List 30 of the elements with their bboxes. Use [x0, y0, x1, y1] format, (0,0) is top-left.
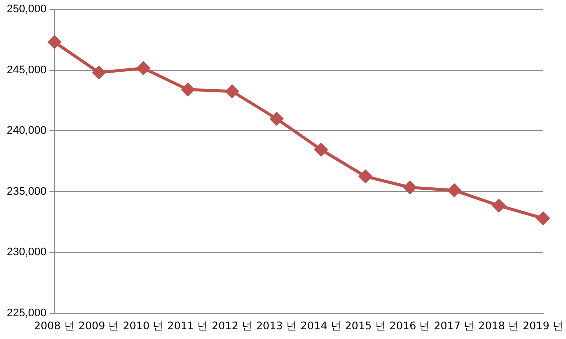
y-tick-label: 235,000	[6, 186, 47, 198]
x-tick-label: 2011 년	[168, 320, 209, 332]
point	[226, 85, 239, 98]
x-tick-label: 2012 년	[212, 320, 254, 332]
point	[182, 83, 195, 96]
point	[270, 112, 284, 126]
x-tick-label: 2010 년	[123, 320, 164, 332]
x-tick-label: 2008 년	[34, 320, 76, 332]
point	[536, 212, 550, 226]
point	[314, 143, 328, 156]
x-tick-label: 2013 년	[256, 320, 298, 332]
y-tick-label: 225,000	[6, 307, 47, 320]
x-tick-label: 2019 년	[522, 320, 564, 332]
point	[448, 184, 462, 198]
point	[137, 62, 150, 76]
point	[492, 199, 506, 212]
point	[404, 181, 417, 194]
x-tick-label: 2015 년	[345, 320, 386, 332]
x-tick-label: 2014 년	[300, 320, 342, 332]
x-tick-label: 2017 년	[434, 320, 476, 332]
x-tick-label: 2009 년	[78, 320, 120, 332]
x-tick-label: 2016 년	[390, 320, 431, 332]
point	[359, 170, 372, 184]
point	[92, 66, 106, 80]
y-tick-label: 240,000	[6, 125, 47, 138]
y-tick-label: 230,000	[6, 246, 47, 259]
x-tick-label: 2018 년	[478, 320, 520, 332]
y-tick-label: 250,000	[6, 4, 47, 16]
point	[48, 36, 62, 49]
y-tick-label: 245,000	[6, 64, 47, 76]
